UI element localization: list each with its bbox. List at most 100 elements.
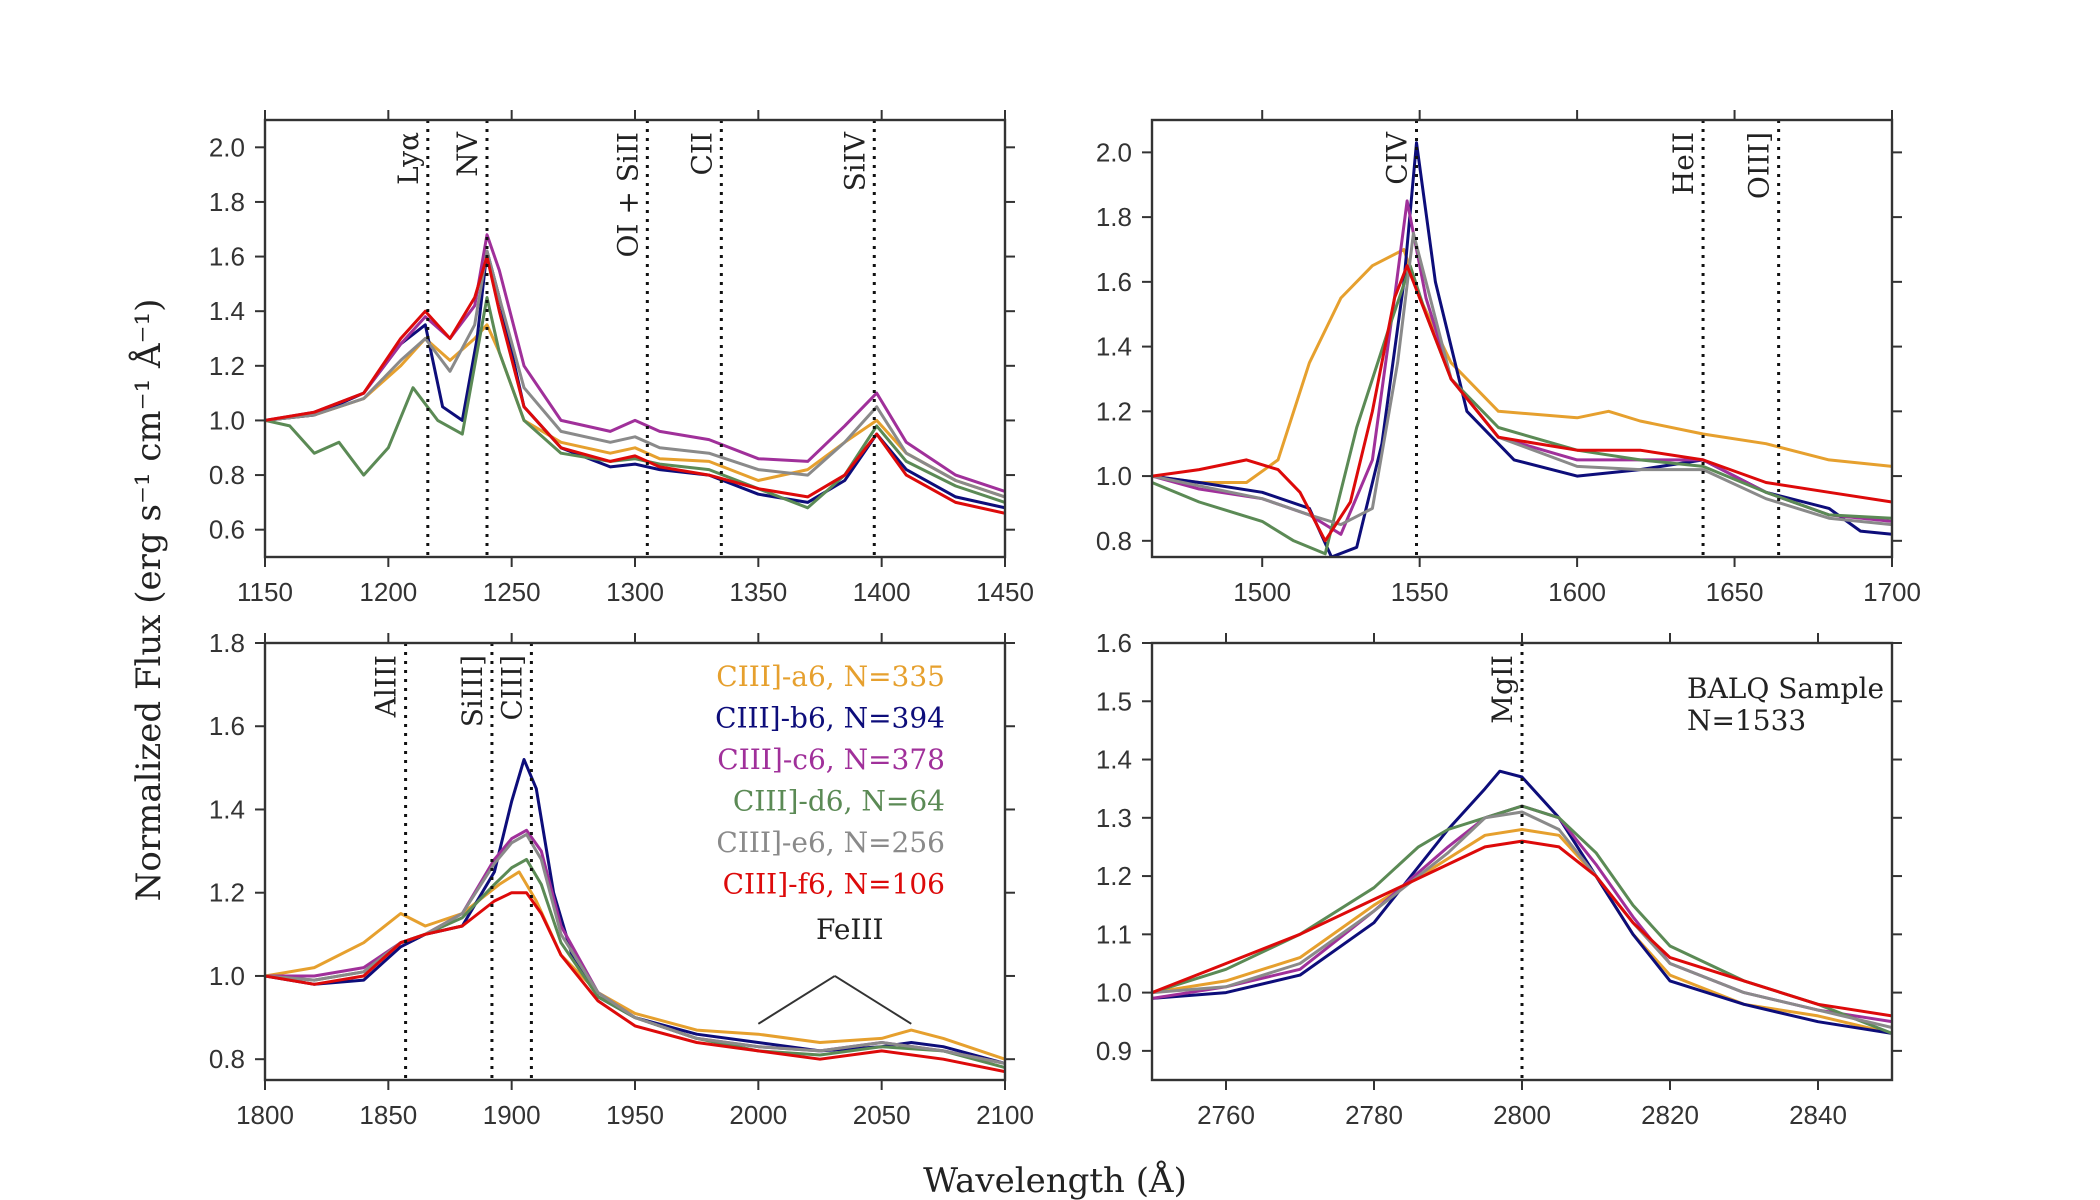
series-f6 — [1152, 839, 1892, 1018]
y-tick-label: 1.4 — [209, 794, 245, 824]
series-e6 — [1152, 810, 1892, 1030]
legend-entry-f6: CIII]-f6, N=106 — [723, 868, 945, 901]
legend-entry-c6: CIII]-c6, N=378 — [717, 743, 945, 776]
x-tick-label: 1400 — [853, 577, 911, 607]
x-tick-label: 1150 — [237, 577, 293, 607]
series-f6 — [265, 891, 1005, 1074]
legend: CIII]-a6, N=335 CIII]-b6, N=394 CIII]-c6, … — [715, 660, 945, 901]
series-b6 — [1152, 141, 1892, 557]
y-tick-label: 2.0 — [1096, 137, 1132, 167]
x-tick-label: 1900 — [483, 1100, 541, 1130]
series-a6 — [265, 323, 1005, 499]
emission-line-label: AlIII — [370, 655, 403, 718]
legend-entry-d6: CIII]-d6, N=64 — [733, 785, 945, 818]
y-tick-label: 1.6 — [209, 711, 245, 741]
emission-line-label: OIII] — [1743, 132, 1776, 199]
x-tick-label: 1950 — [606, 1100, 664, 1130]
y-tick-label: 1.2 — [209, 351, 245, 381]
series-d6 — [265, 296, 1005, 510]
x-tick-label: 1250 — [483, 577, 541, 607]
x-tick-label: 1700 — [1863, 577, 1921, 607]
y-tick-label: 1.6 — [209, 242, 245, 272]
x-tick-label: 2800 — [1493, 1100, 1551, 1130]
y-tick-label: 1.4 — [1096, 745, 1132, 775]
emission-line-label: CII — [685, 132, 718, 176]
emission-line-label: NV — [451, 131, 484, 177]
y-tick-label: 0.8 — [1096, 526, 1132, 556]
x-axis-title: Wavelength (Å) — [923, 1160, 1187, 1200]
series-group — [265, 233, 1005, 515]
x-tick-label: 1850 — [359, 1100, 417, 1130]
y-tick-label: 1.2 — [1096, 396, 1132, 426]
panels: Lyα NV OI + SiII CII SiIV 1150 1200 1250 1300 135… — [209, 110, 1921, 1130]
x-tick-label: 2780 — [1345, 1100, 1403, 1130]
y-tick-label: 1.0 — [209, 961, 245, 991]
legend-entry-e6: CIII]-e6, N=256 — [716, 826, 945, 859]
emission-line-label: MgII — [1486, 655, 1519, 724]
series-f6 — [265, 255, 1005, 515]
emission-line-label: CIII] — [495, 655, 528, 721]
y-tick-label: 1.4 — [209, 296, 245, 326]
x-tick-label: 2820 — [1641, 1100, 1699, 1130]
y-tick-label: 1.1 — [1096, 919, 1132, 949]
y-tick-label: 2.0 — [209, 132, 245, 162]
series-e6 — [265, 249, 1005, 499]
legend-entry-b6: CIII]-b6, N=394 — [715, 702, 945, 735]
series-c6 — [265, 233, 1005, 493]
y-tick-label: 1.0 — [1096, 978, 1132, 1008]
emission-line-label: Lyα — [392, 132, 425, 185]
series-c6 — [265, 828, 1005, 1065]
series-group — [1152, 141, 1892, 557]
legend-entry-a6: CIII]-a6, N=335 — [716, 660, 945, 693]
y-tick-label: 1.6 — [1096, 267, 1132, 297]
y-tick-label: 1.2 — [209, 878, 245, 908]
y-axis-title: Normalized Flux (erg s⁻¹ cm⁻¹ Å⁻¹) — [128, 299, 169, 902]
inset-text: BALQ Sample — [1687, 672, 1884, 705]
feiii-annotation-arrow — [834, 975, 912, 1025]
y-tick-label: 1.4 — [1096, 332, 1132, 362]
emission-line-label: HeII — [1667, 132, 1700, 195]
y-tick-label: 1.0 — [209, 405, 245, 435]
y-tick-label: 1.0 — [1096, 461, 1132, 491]
x-tick-label: 2100 — [976, 1100, 1034, 1130]
series-e6 — [1152, 231, 1892, 527]
emission-line-label: SiIII] — [456, 655, 489, 727]
emission-line-label: SiIV — [838, 131, 871, 191]
emission-line-label: CIV — [1381, 131, 1414, 184]
x-tick-label: 1450 — [976, 577, 1034, 607]
y-tick-label: 1.8 — [1096, 202, 1132, 232]
x-tick-label: 1550 — [1391, 577, 1449, 607]
series-b6 — [1152, 769, 1892, 1035]
x-tick-label: 1500 — [1233, 577, 1291, 607]
series-b6 — [265, 249, 1005, 510]
x-tick-label: 1600 — [1548, 577, 1606, 607]
x-tick-label: 2000 — [729, 1100, 787, 1130]
y-tick-label: 0.9 — [1096, 1036, 1132, 1066]
x-tick-label: 1200 — [359, 577, 417, 607]
x-tick-label: 1350 — [729, 577, 787, 607]
emission-line-label: OI + SiII — [611, 132, 644, 258]
feiii-annotation-label: FeIII — [816, 913, 884, 946]
y-tick-label: 0.8 — [209, 460, 245, 490]
axes-frame — [1150, 118, 1894, 559]
feiii-annotation-arrow — [757, 975, 836, 1025]
x-tick-label: 2050 — [853, 1100, 911, 1130]
x-tick-label: 1800 — [236, 1100, 294, 1130]
y-tick-label: 1.2 — [1096, 861, 1132, 891]
y-tick-label: 0.6 — [209, 515, 245, 545]
series-f6 — [1152, 264, 1892, 543]
y-tick-label: 0.8 — [209, 1044, 245, 1074]
y-tick-label: 1.3 — [1096, 803, 1132, 833]
x-tick-label: 2760 — [1197, 1100, 1255, 1130]
panel-3: AlIII SiIII] CIII] 1800 1850 1900 1950 2000 2050… — [209, 628, 1034, 1130]
y-tick-label: 1.5 — [1096, 686, 1132, 716]
inset-text: N=1533 — [1687, 704, 1806, 737]
series-d6 — [1152, 264, 1892, 556]
panel-4: MgII 2760 2780 2800 2820 2840 0.9 1.0 1.1 1.2 1.3 1… — [1096, 628, 1902, 1130]
panel-1: Lyα NV OI + SiII CII SiIV 1150 1200 1250 1300 135… — [209, 110, 1034, 607]
panel-2: CIV HeII OIII] 1500 1550 1600 1650 1700 0.8 1.0 1.… — [1096, 110, 1921, 607]
x-tick-label: 2840 — [1789, 1100, 1847, 1130]
series-group — [265, 758, 1005, 1074]
y-tick-label: 1.6 — [1096, 628, 1132, 658]
